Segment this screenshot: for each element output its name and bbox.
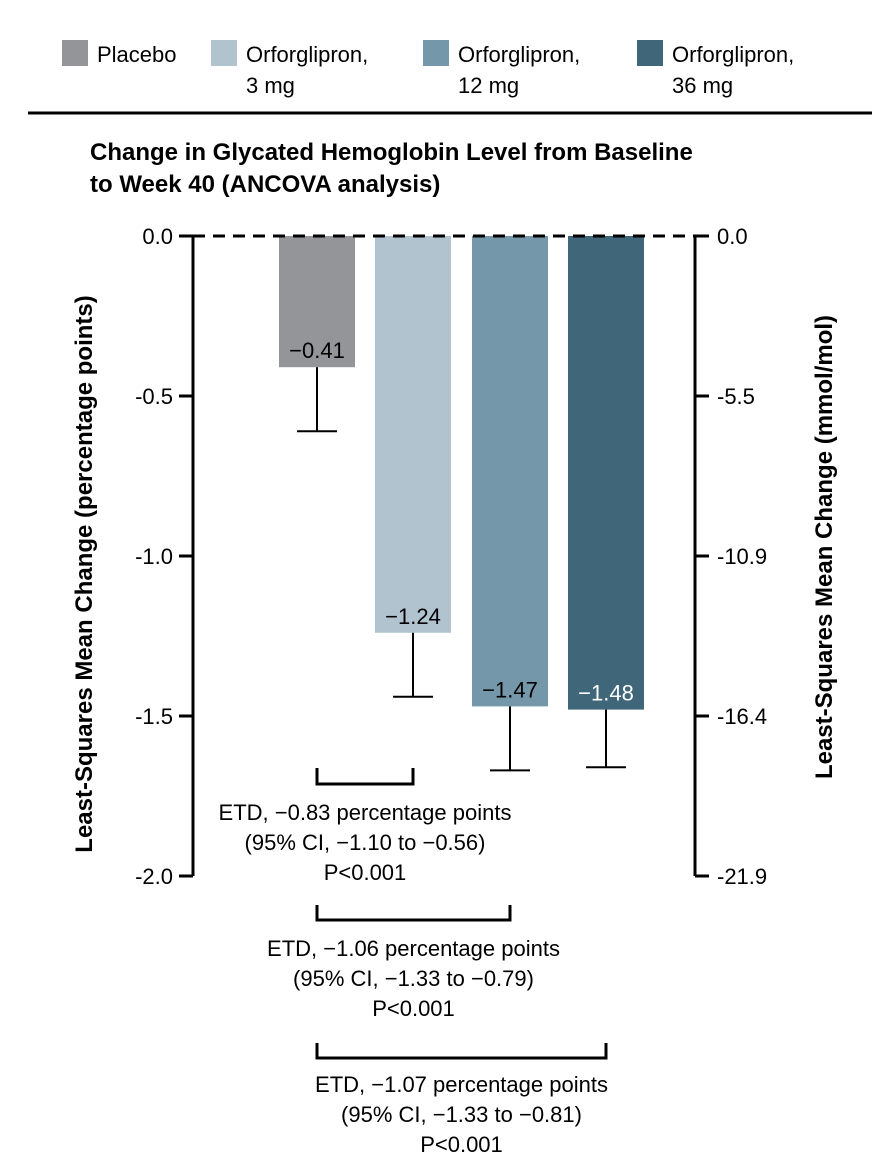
legend-label: 3 mg: [246, 73, 295, 98]
etd-annotation: P<0.001: [372, 996, 455, 1021]
legend-label: Orforglipron,: [458, 42, 580, 67]
legend-label: Orforglipron,: [672, 42, 794, 67]
legend-label: 36 mg: [672, 73, 733, 98]
etd-annotation: (95% CI, −1.33 to −0.81): [341, 1102, 582, 1127]
bar: [279, 236, 355, 368]
left-tick-label: -0.5: [135, 384, 173, 409]
data-label: −1.24: [385, 604, 441, 629]
left-tick-label: -2.0: [135, 864, 173, 889]
etd-annotation: ETD, −0.83 percentage points: [219, 800, 512, 825]
right-tick-label: 0.0: [717, 224, 748, 249]
data-label: −0.41: [289, 338, 345, 363]
bracket-line: [315, 905, 512, 922]
bar: [375, 236, 451, 633]
etd-annotation: P<0.001: [420, 1132, 503, 1157]
y-axis-title-left: Least-Squares Mean Change (percentage po…: [71, 295, 98, 852]
chart-title: Change in Glycated Hemoglobin Level from…: [90, 139, 693, 166]
etd-bracket: [315, 1043, 608, 1060]
bar: [568, 236, 644, 710]
legend-label: 12 mg: [458, 73, 519, 98]
bracket-line: [315, 768, 415, 786]
bar: [472, 236, 548, 707]
left-tick-label: -1.5: [135, 704, 173, 729]
left-tick-label: -1.0: [135, 544, 173, 569]
etd-bracket: [315, 768, 415, 786]
right-tick-label: -5.5: [717, 384, 755, 409]
legend-swatch: [62, 40, 88, 66]
legend-swatch: [423, 40, 449, 66]
left-tick-label: 0.0: [142, 224, 173, 249]
etd-bracket: [315, 905, 512, 922]
legend-label: Placebo: [97, 42, 177, 67]
etd-annotation: (95% CI, −1.10 to −0.56): [245, 830, 486, 855]
etd-annotation: ETD, −1.07 percentage points: [315, 1072, 608, 1097]
y-axis-title-right: Least-Squares Mean Change (mmol/mol): [811, 315, 838, 779]
data-label: −1.47: [482, 677, 538, 702]
right-tick-label: -10.9: [717, 544, 767, 569]
right-tick-label: -16.4: [717, 704, 767, 729]
etd-annotation: P<0.001: [324, 860, 407, 885]
legend-label: Orforglipron,: [246, 42, 368, 67]
bracket-line: [315, 1043, 608, 1060]
etd-annotation: (95% CI, −1.33 to −0.79): [293, 966, 534, 991]
legend-swatch: [637, 40, 663, 66]
legend-swatch: [211, 40, 237, 66]
right-tick-label: -21.9: [717, 864, 767, 889]
etd-annotation: ETD, −1.06 percentage points: [267, 936, 560, 961]
chart-title: to Week 40 (ANCOVA analysis): [90, 171, 440, 198]
data-label: −1.48: [578, 681, 634, 706]
